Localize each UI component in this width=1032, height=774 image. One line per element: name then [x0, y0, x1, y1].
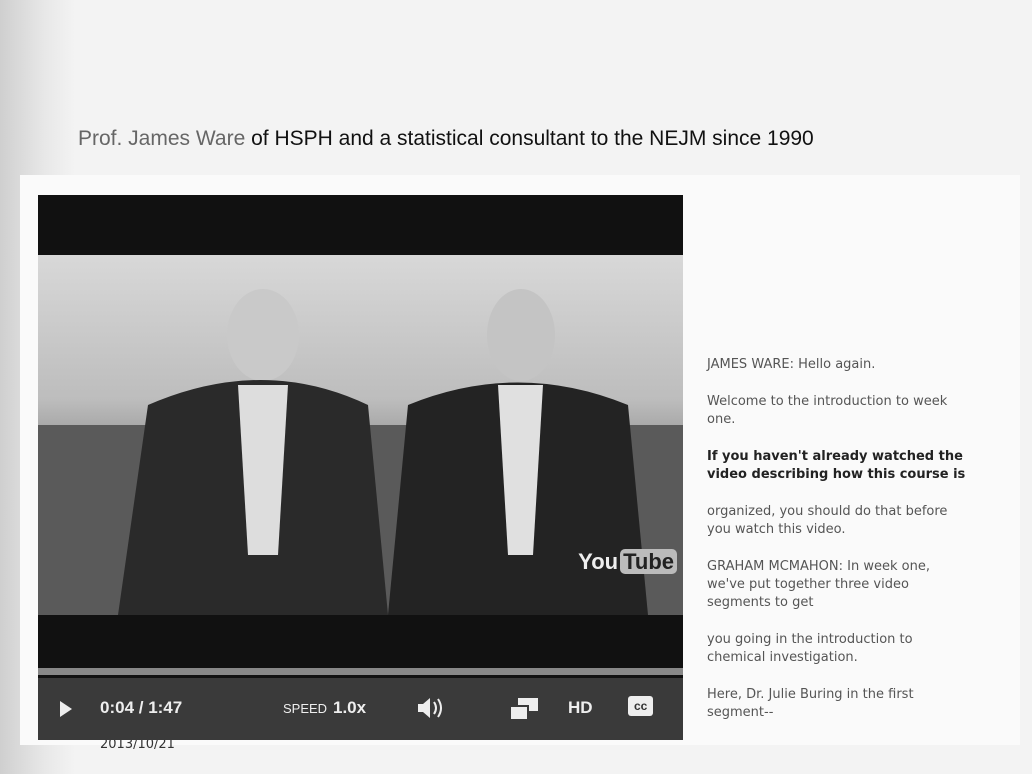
transcript-line: If you haven't already watched the	[707, 448, 1007, 466]
transcript-line: segment--	[707, 704, 1007, 722]
speed-value[interactable]: 1.0x	[333, 698, 366, 718]
transcript-line: Welcome to the introduction to week	[707, 393, 1007, 411]
title-rest: of HSPH and a statistical consultant to …	[251, 127, 814, 150]
transcript: JAMES WARE: Hello again. Welcome to the i…	[707, 356, 1007, 722]
time: 0:04 / 1:47	[100, 698, 182, 718]
volume-button[interactable]	[416, 696, 446, 720]
title-name: Prof. James Ware	[78, 127, 245, 150]
transcript-line: you going in the introduction to	[707, 631, 1007, 649]
transcript-line: GRAHAM MCMAHON: In week one,	[707, 558, 1007, 576]
transcript-line: we've put together three video	[707, 576, 1007, 594]
hd-button[interactable]: HD	[568, 698, 593, 718]
transcript-entry[interactable]: GRAHAM MCMAHON: In week one,we've put to…	[707, 558, 1007, 612]
transcript-line: organized, you should do that before	[707, 503, 1007, 521]
page: Prof. James Ware of HSPH and a statistic…	[0, 0, 1032, 774]
transcript-line: one.	[707, 411, 1007, 429]
controls: 0:04 / 1:47 SPEED 1.0x HD cc	[38, 678, 683, 740]
transcript-line: chemical investigation.	[707, 649, 1007, 667]
speed-label: SPEED	[283, 701, 327, 716]
play-button[interactable]	[58, 700, 74, 718]
slide-title: Prof. James Ware of HSPH and a statistic…	[78, 127, 814, 151]
logo-you: You	[578, 549, 618, 574]
transcript-line: Here, Dr. Julie Buring in the first	[707, 686, 1007, 704]
progress-bar[interactable]	[38, 668, 683, 675]
transcript-entry[interactable]: JAMES WARE: Hello again.	[707, 356, 1007, 374]
cc-button[interactable]: cc	[628, 696, 653, 716]
transcript-line: JAMES WARE: Hello again.	[707, 356, 1007, 374]
transcript-line: you watch this video.	[707, 521, 1007, 539]
logo-tube: Tube	[620, 549, 677, 574]
transcript-line: segments to get	[707, 594, 1007, 612]
window-button[interactable]	[508, 696, 540, 722]
transcript-line: video describing how this course is	[707, 466, 1007, 484]
